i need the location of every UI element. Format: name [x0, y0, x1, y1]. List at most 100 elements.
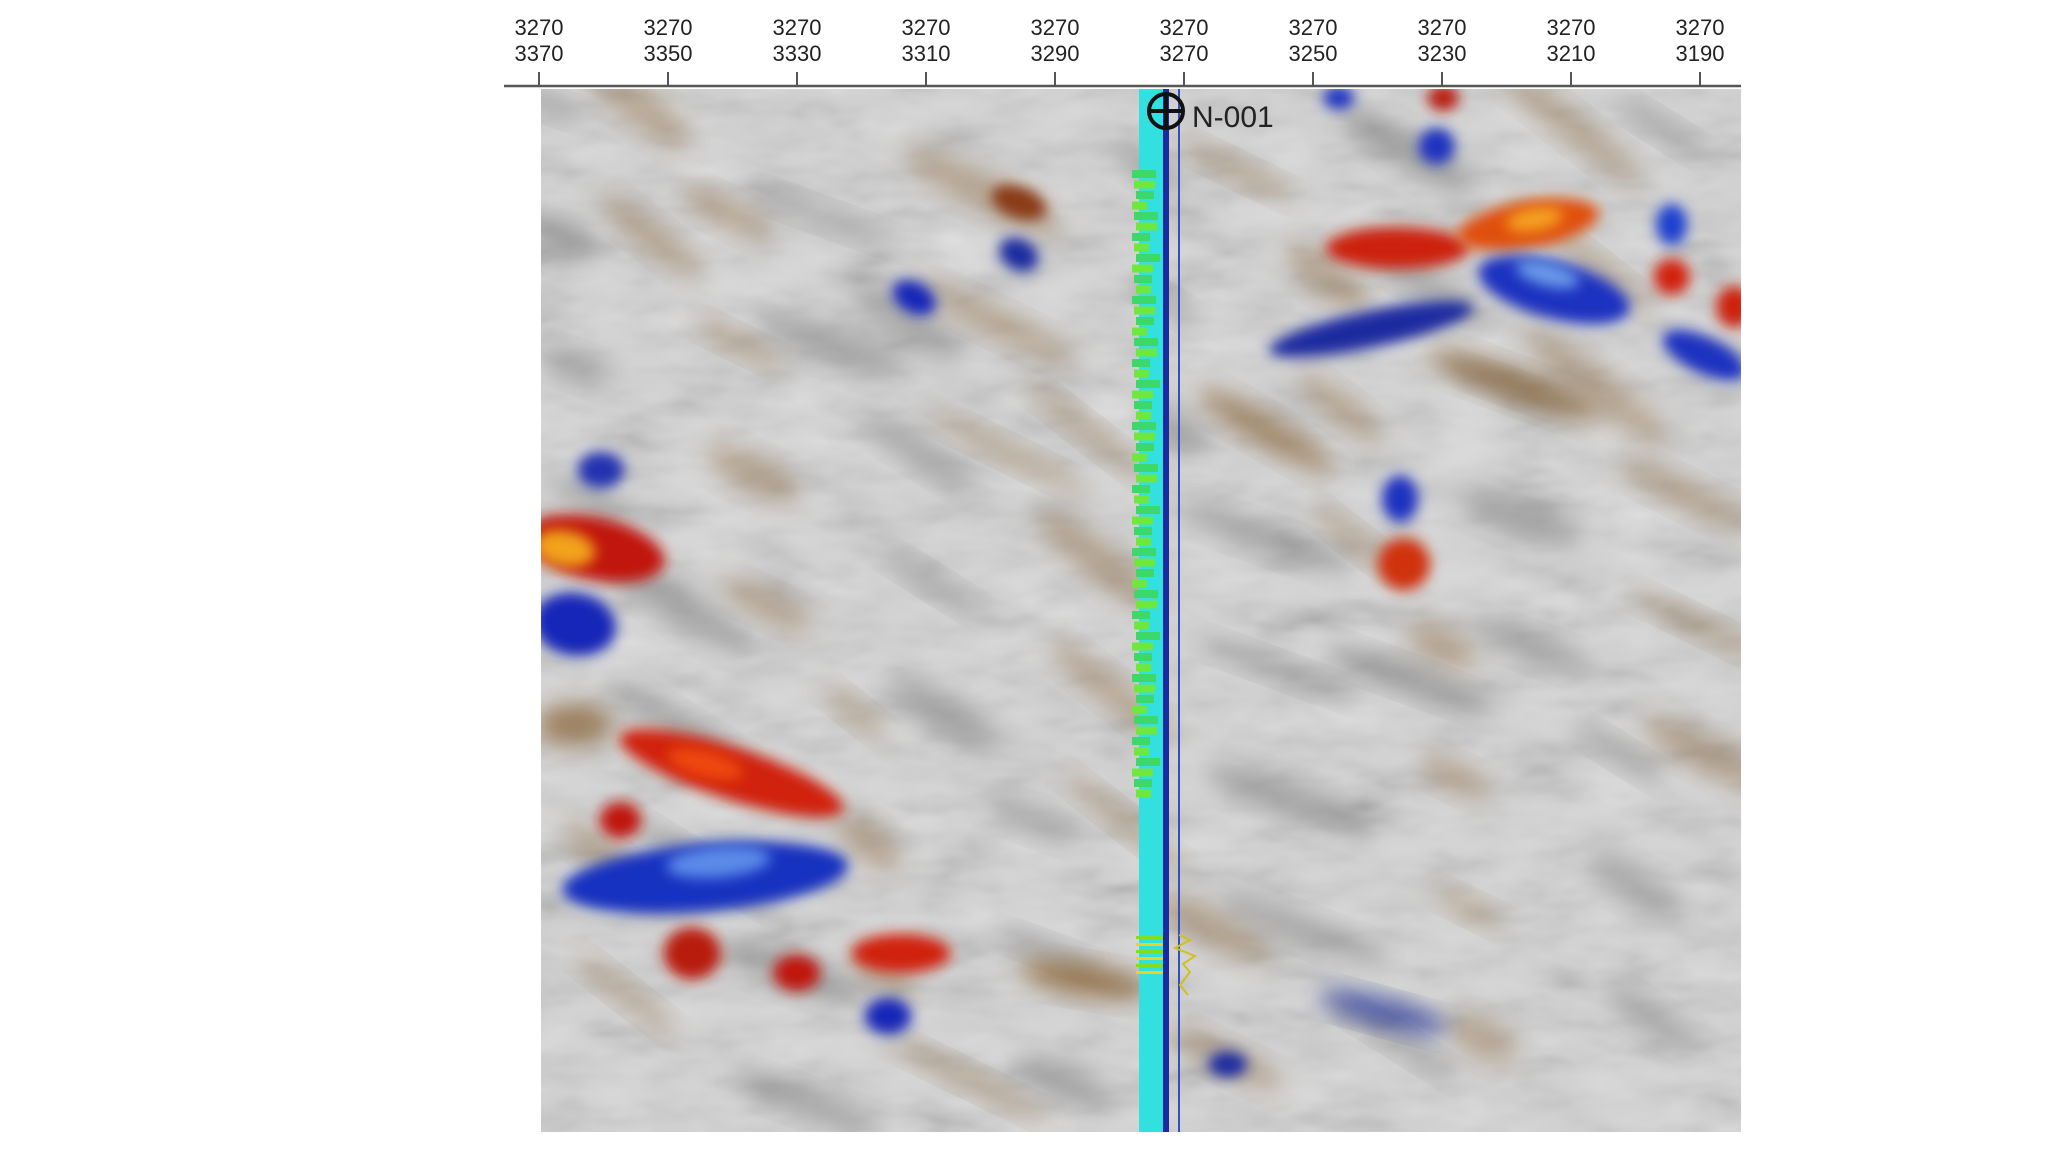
tick-crossline: 3290	[1031, 41, 1080, 66]
well-log-segment	[1132, 422, 1156, 430]
well-log-segment	[1136, 380, 1160, 388]
amplitude-blob	[1204, 763, 1377, 835]
well-log-segment	[1136, 506, 1160, 514]
amplitude-blob	[1285, 242, 1371, 314]
amplitude-blob	[705, 445, 802, 503]
amplitude-blob	[663, 927, 721, 980]
amplitude-blob	[1312, 506, 1396, 573]
tick-crossline: 3190	[1676, 41, 1725, 66]
amplitude-blob	[667, 747, 744, 781]
well-log-segment	[1132, 359, 1150, 367]
amplitude-blob	[1154, 895, 1273, 962]
amplitude-blob	[773, 954, 821, 992]
well-log-segment	[1132, 327, 1147, 336]
amplitude-blob	[1324, 645, 1497, 713]
well-log-segment	[1132, 705, 1147, 714]
amplitude-blob	[1420, 755, 1492, 799]
well-log-segment	[1132, 579, 1147, 588]
well-log-segment	[1132, 390, 1153, 399]
tick-crossline: 3350	[644, 41, 693, 66]
amplitude-blob	[1325, 227, 1470, 270]
well-log-segment	[1134, 779, 1152, 787]
well-log-segment	[1132, 453, 1147, 462]
well-log-segment	[1134, 684, 1155, 693]
amplitude-blob	[1589, 853, 1681, 918]
well-log-segment	[1134, 464, 1158, 472]
well-log-segment	[1134, 401, 1152, 409]
well-log-segment	[1136, 317, 1154, 325]
tick-inline: 3270	[1289, 15, 1338, 40]
tick-inline: 3270	[773, 15, 822, 40]
well-log-segment	[1132, 233, 1150, 241]
well-log-segment	[1134, 558, 1155, 567]
amplitude-blob	[1653, 258, 1690, 296]
amplitude-blob	[541, 89, 586, 122]
well-log-segment	[1136, 443, 1154, 451]
tick-crossline: 3370	[515, 41, 564, 66]
amplitude-blob	[1338, 104, 1473, 194]
well-log-segment	[1132, 737, 1150, 745]
well-log-segment	[1132, 264, 1153, 273]
amplitude-blob	[1446, 1014, 1519, 1063]
well-log-segment	[1136, 726, 1157, 735]
well-log-segment	[1134, 338, 1158, 346]
amplitude-blob	[573, 952, 678, 1035]
well-log-segment	[1136, 348, 1157, 357]
well-log-segment	[1136, 569, 1154, 577]
amplitude-blob	[1418, 127, 1455, 165]
well-log-segment	[1132, 611, 1150, 619]
well-track	[1132, 89, 1198, 1132]
amplitude-blob	[1662, 329, 1741, 381]
well-log-segment	[1134, 495, 1149, 504]
well-log-segment	[1132, 548, 1156, 556]
amplitude-blob	[1515, 260, 1580, 289]
amplitude-blob	[927, 412, 1092, 495]
well-log-segment	[1132, 296, 1156, 304]
amplitude-blob	[864, 997, 912, 1035]
well-log-segment	[1134, 527, 1152, 535]
amplitude-blob	[1656, 203, 1688, 246]
tick-inline: 3270	[1160, 15, 1209, 40]
well-log-segment	[1136, 758, 1160, 766]
well-log-segment	[1134, 590, 1158, 598]
amplitude-blob	[1471, 621, 1595, 674]
well-log-segment	[1132, 201, 1147, 210]
well-log-segment	[1134, 212, 1158, 220]
well-log-segment	[1136, 632, 1160, 640]
axis-ticks: 3270337032703350327033303270331032703290…	[515, 15, 1725, 86]
amplitude-blob	[851, 933, 951, 973]
amplitude-blob	[756, 312, 905, 377]
amplitude-blob	[1641, 718, 1741, 795]
amplitude-blob	[541, 592, 617, 656]
amplitude-blob	[1524, 329, 1671, 446]
amplitude-blob	[1433, 888, 1505, 928]
amplitude-blob	[1716, 286, 1741, 328]
well-log-segment	[1132, 768, 1153, 777]
amplitude-blob	[1180, 140, 1299, 202]
amplitude-blob	[1322, 89, 1355, 110]
section-image	[541, 89, 1741, 1132]
amplitude-blob	[1615, 458, 1741, 532]
tick-inline: 3270	[1031, 15, 1080, 40]
amplitude-blob	[991, 184, 1047, 221]
amplitude-blob	[914, 280, 1079, 365]
well-log-segment	[1132, 516, 1153, 525]
well-log-spike	[1136, 936, 1166, 939]
amplitude-blob	[693, 318, 788, 369]
amplitude-blob	[835, 814, 902, 871]
well-log-segment	[1134, 432, 1155, 441]
amplitude-blob	[1577, 725, 1667, 784]
tick-crossline: 3250	[1289, 41, 1338, 66]
amplitude-blob	[577, 451, 625, 489]
amplitude-blob	[863, 415, 976, 489]
amplitude-blob	[541, 213, 599, 257]
well-log-segment	[1136, 695, 1154, 703]
amplitude-blob	[1019, 960, 1149, 999]
well-log-segment	[1132, 674, 1156, 682]
tick-inline: 3270	[1547, 15, 1596, 40]
amplitude-blob	[1458, 488, 1582, 546]
tick-inline: 3270	[644, 15, 693, 40]
amplitude-blob	[1407, 622, 1480, 671]
amplitude-blob	[889, 675, 1002, 751]
